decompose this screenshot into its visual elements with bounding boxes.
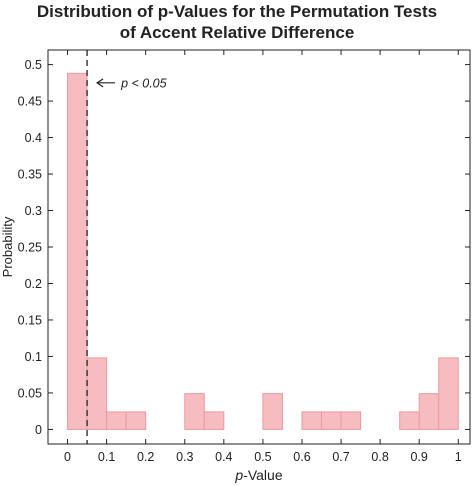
histogram-bar (301, 411, 323, 430)
axes (47, 49, 471, 445)
x-tick-label: 0.7 (332, 450, 349, 464)
histogram-bar (438, 357, 459, 430)
y-tick-label: 0.25 (18, 241, 42, 255)
chart-title-line-1: Distribution of p-Values for the Permuta… (36, 2, 438, 21)
y-tick-labels: 0 0.05 0.1 0.15 0.2 0.25 0.3 0.35 0.4 0.45 0.5 (18, 58, 42, 437)
x-axis-label-italic: p (234, 467, 243, 483)
histogram-bar (262, 393, 283, 430)
y-tick-label: 0.35 (18, 168, 42, 182)
histogram-bar (86, 357, 108, 430)
arrow-head (95, 78, 104, 88)
histogram-bar (203, 411, 225, 430)
y-tick-label: 0.15 (18, 313, 42, 327)
x-axis-label: p-Value (234, 467, 282, 483)
x-tick-label: 1 (455, 450, 462, 464)
y-axis-label: Probability (0, 216, 15, 277)
y-tick-label: 0 (35, 423, 42, 437)
threshold-annotation: p < 0.05 (95, 76, 167, 90)
y-tick-label: 0.1 (25, 350, 42, 364)
y-tick-label: 0.4 (25, 131, 42, 145)
x-axis-label-rest: -Value (243, 467, 283, 483)
y-tick-label: 0.2 (25, 277, 42, 291)
histogram-bar (418, 393, 440, 430)
plot-frame (47, 49, 471, 445)
x-tick-label: 0 (64, 450, 71, 464)
chart-title-line-2: of Accent Relative Difference (119, 23, 355, 42)
histogram-bar (321, 411, 342, 430)
x-tick-label: 0.6 (293, 450, 310, 464)
y-tick-label: 0.45 (18, 95, 42, 109)
histogram-bar (184, 393, 205, 430)
histogram-bar (340, 411, 362, 430)
histogram-bar (399, 411, 420, 430)
x-tick-label: 0.3 (176, 450, 193, 464)
x-tick-label: 0.5 (254, 450, 271, 464)
threshold-label: p < 0.05 (120, 76, 167, 90)
x-tick-label: 0.2 (137, 450, 154, 464)
y-tick-label: 0.3 (25, 204, 42, 218)
x-tick-label: 0.1 (98, 450, 115, 464)
x-tick-label: 0.4 (215, 450, 232, 464)
histogram-bar (125, 411, 147, 430)
y-tick-label: 0.5 (25, 58, 42, 72)
y-tick-label: 0.05 (18, 386, 42, 400)
x-tick-label: 0.9 (411, 450, 428, 464)
x-tick-labels: 0 0.1 0.2 0.3 0.4 0.5 0.6 0.7 0.8 0.9 1 (64, 450, 462, 464)
histogram-bars (67, 72, 459, 430)
histogram-bar (67, 72, 88, 430)
x-tick-label: 0.8 (371, 450, 388, 464)
histogram-bar (106, 411, 127, 430)
